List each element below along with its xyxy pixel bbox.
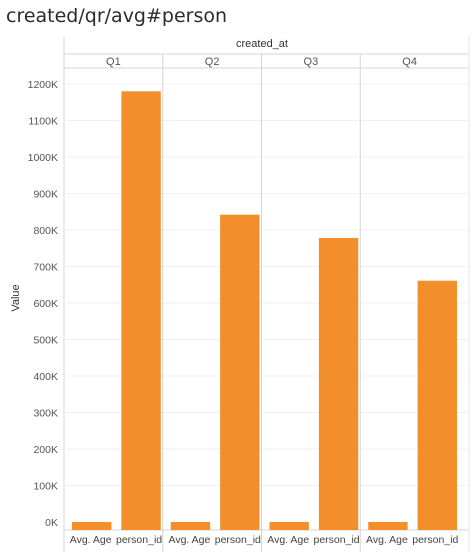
y-tick-label: 200K — [33, 444, 58, 456]
quarter-header: Q1 — [106, 56, 121, 68]
y-tick-label: 300K — [33, 408, 58, 420]
y-tick-label: 1200K — [28, 79, 58, 91]
bar-person-id — [121, 91, 161, 531]
bar-person-id — [220, 214, 260, 531]
y-tick-label: 900K — [33, 189, 58, 201]
y-tick-label: 700K — [33, 262, 58, 274]
bar-avg-age — [170, 521, 211, 530]
measure-label: person_id — [314, 534, 360, 546]
y-tick-label: 0K — [45, 517, 58, 529]
y-tick-label: 400K — [33, 371, 58, 383]
column-header: created_at — [236, 38, 288, 50]
measure-label: Avg. Age — [169, 534, 211, 546]
quarter-header: Q3 — [304, 56, 319, 68]
measure-label: Avg. Age — [70, 534, 112, 546]
bars-layer — [72, 91, 457, 531]
bar-avg-age — [269, 521, 309, 530]
measure-label: Avg. Age — [366, 534, 408, 546]
y-tick-label: 100K — [33, 481, 58, 493]
quarter-header: Q2 — [205, 56, 220, 68]
quarter-header: Q4 — [402, 56, 417, 68]
measure-label: Avg. Age — [267, 534, 309, 546]
measure-label: person_id — [215, 534, 261, 546]
y-tick-label: 1000K — [28, 152, 58, 164]
measure-label: person_id — [412, 534, 458, 546]
axis-layer: 0K 100K 200K 300K 400K 500K 600K 700K 800K 900K 10… — [28, 56, 459, 546]
chart-title: created/qr/avg#person — [6, 5, 228, 27]
y-tick-label: 800K — [33, 225, 58, 237]
y-tick-label: 600K — [33, 298, 58, 310]
y-tick-label: 1100K — [28, 116, 58, 128]
bar-person-id — [318, 238, 359, 530]
bar-avg-age — [368, 521, 408, 530]
measure-label: person_id — [116, 534, 162, 546]
bar-person-id — [417, 280, 457, 530]
y-tick-label: 500K — [33, 335, 58, 347]
bar-avg-age — [72, 521, 112, 530]
y-axis-label: Value — [10, 284, 22, 311]
